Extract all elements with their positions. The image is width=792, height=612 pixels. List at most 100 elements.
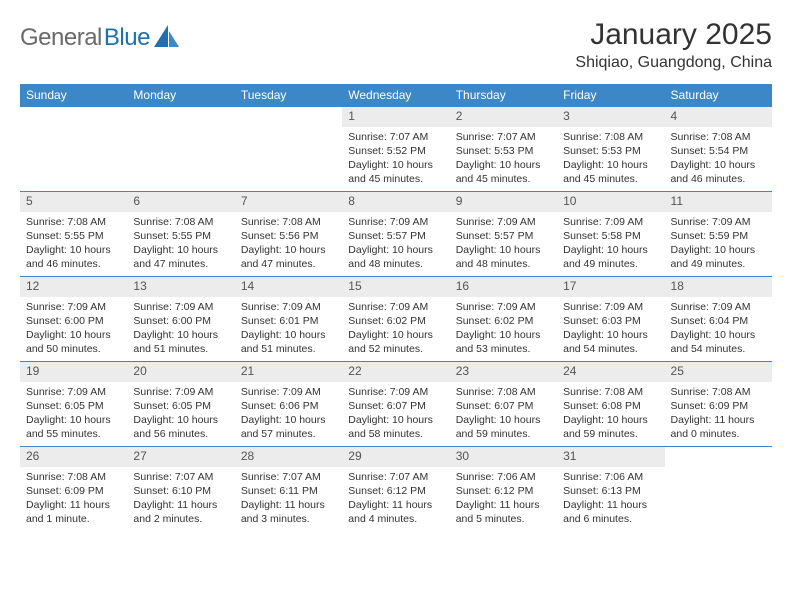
day-number: 1 (342, 107, 449, 127)
day-number: 15 (342, 277, 449, 297)
daylight-line: Daylight: 10 hours and 52 minutes. (348, 328, 443, 356)
logo-text-2: Blue (104, 24, 150, 52)
calendar-week: 1Sunrise: 7:07 AMSunset: 5:52 PMDaylight… (20, 107, 772, 192)
day-body: Sunrise: 7:08 AMSunset: 6:09 PMDaylight:… (20, 467, 127, 531)
day-number: 20 (127, 362, 234, 382)
calendar-day (127, 107, 234, 192)
calendar-day: 28Sunrise: 7:07 AMSunset: 6:11 PMDayligh… (235, 447, 342, 532)
daylight-line: Daylight: 10 hours and 49 minutes. (563, 243, 658, 271)
calendar-day: 1Sunrise: 7:07 AMSunset: 5:52 PMDaylight… (342, 107, 449, 192)
location-text: Shiqiao, Guangdong, China (575, 54, 772, 72)
calendar-day: 30Sunrise: 7:06 AMSunset: 6:12 PMDayligh… (450, 447, 557, 532)
sunrise-line: Sunrise: 7:09 AM (241, 385, 336, 399)
day-body: Sunrise: 7:09 AMSunset: 5:57 PMDaylight:… (450, 212, 557, 276)
daylight-line: Daylight: 10 hours and 47 minutes. (133, 243, 228, 271)
calendar-day: 16Sunrise: 7:09 AMSunset: 6:02 PMDayligh… (450, 277, 557, 362)
daylight-line: Daylight: 11 hours and 2 minutes. (133, 498, 228, 526)
calendar-day: 13Sunrise: 7:09 AMSunset: 6:00 PMDayligh… (127, 277, 234, 362)
day-body: Sunrise: 7:08 AMSunset: 5:56 PMDaylight:… (235, 212, 342, 276)
day-number: 8 (342, 192, 449, 212)
day-body: Sunrise: 7:08 AMSunset: 5:53 PMDaylight:… (557, 127, 664, 191)
sunset-line: Sunset: 5:54 PM (671, 144, 766, 158)
sunset-line: Sunset: 6:12 PM (456, 484, 551, 498)
day-number: 23 (450, 362, 557, 382)
day-number: 30 (450, 447, 557, 467)
daylight-line: Daylight: 10 hours and 48 minutes. (456, 243, 551, 271)
sunset-line: Sunset: 5:59 PM (671, 229, 766, 243)
sunset-line: Sunset: 6:03 PM (563, 314, 658, 328)
daylight-line: Daylight: 10 hours and 46 minutes. (26, 243, 121, 271)
day-header: Friday (557, 84, 664, 107)
sunrise-line: Sunrise: 7:06 AM (456, 470, 551, 484)
sunrise-line: Sunrise: 7:07 AM (456, 130, 551, 144)
day-header: Tuesday (235, 84, 342, 107)
calendar-day: 11Sunrise: 7:09 AMSunset: 5:59 PMDayligh… (665, 192, 772, 277)
daylight-line: Daylight: 10 hours and 58 minutes. (348, 413, 443, 441)
daylight-line: Daylight: 10 hours and 57 minutes. (241, 413, 336, 441)
sunset-line: Sunset: 6:00 PM (133, 314, 228, 328)
day-header: Monday (127, 84, 234, 107)
sunset-line: Sunset: 6:09 PM (26, 484, 121, 498)
calendar-day: 2Sunrise: 7:07 AMSunset: 5:53 PMDaylight… (450, 107, 557, 192)
day-body: Sunrise: 7:09 AMSunset: 5:59 PMDaylight:… (665, 212, 772, 276)
day-number: 13 (127, 277, 234, 297)
sunset-line: Sunset: 6:09 PM (671, 399, 766, 413)
day-number: 28 (235, 447, 342, 467)
day-number: 5 (20, 192, 127, 212)
daylight-line: Daylight: 10 hours and 46 minutes. (671, 158, 766, 186)
day-body: Sunrise: 7:07 AMSunset: 5:52 PMDaylight:… (342, 127, 449, 191)
sunset-line: Sunset: 6:04 PM (671, 314, 766, 328)
sunset-line: Sunset: 6:10 PM (133, 484, 228, 498)
calendar-day (665, 447, 772, 532)
day-body: Sunrise: 7:09 AMSunset: 5:58 PMDaylight:… (557, 212, 664, 276)
calendar-day: 24Sunrise: 7:08 AMSunset: 6:08 PMDayligh… (557, 362, 664, 447)
header: GeneralBlue January 2025 Shiqiao, Guangd… (20, 18, 772, 72)
sunset-line: Sunset: 6:02 PM (348, 314, 443, 328)
daylight-line: Daylight: 10 hours and 45 minutes. (348, 158, 443, 186)
day-body: Sunrise: 7:07 AMSunset: 5:53 PMDaylight:… (450, 127, 557, 191)
sunrise-line: Sunrise: 7:09 AM (671, 215, 766, 229)
sunset-line: Sunset: 6:11 PM (241, 484, 336, 498)
sunrise-line: Sunrise: 7:08 AM (133, 215, 228, 229)
sunrise-line: Sunrise: 7:08 AM (671, 130, 766, 144)
sunrise-line: Sunrise: 7:08 AM (563, 130, 658, 144)
day-number: 18 (665, 277, 772, 297)
sunset-line: Sunset: 5:57 PM (348, 229, 443, 243)
daylight-line: Daylight: 10 hours and 48 minutes. (348, 243, 443, 271)
logo-text-1: General (20, 24, 102, 52)
day-body: Sunrise: 7:08 AMSunset: 6:07 PMDaylight:… (450, 382, 557, 446)
daylight-line: Daylight: 11 hours and 4 minutes. (348, 498, 443, 526)
day-body: Sunrise: 7:09 AMSunset: 6:02 PMDaylight:… (450, 297, 557, 361)
day-body: Sunrise: 7:09 AMSunset: 6:05 PMDaylight:… (20, 382, 127, 446)
day-number: 11 (665, 192, 772, 212)
daylight-line: Daylight: 11 hours and 6 minutes. (563, 498, 658, 526)
sunrise-line: Sunrise: 7:09 AM (563, 215, 658, 229)
daylight-line: Daylight: 10 hours and 54 minutes. (671, 328, 766, 356)
calendar-week: 12Sunrise: 7:09 AMSunset: 6:00 PMDayligh… (20, 277, 772, 362)
day-header: Thursday (450, 84, 557, 107)
day-body: Sunrise: 7:09 AMSunset: 5:57 PMDaylight:… (342, 212, 449, 276)
sail-icon (154, 25, 180, 52)
sunrise-line: Sunrise: 7:06 AM (563, 470, 658, 484)
sunset-line: Sunset: 6:13 PM (563, 484, 658, 498)
sunrise-line: Sunrise: 7:09 AM (671, 300, 766, 314)
day-body: Sunrise: 7:09 AMSunset: 6:00 PMDaylight:… (20, 297, 127, 361)
sunset-line: Sunset: 5:55 PM (133, 229, 228, 243)
day-body: Sunrise: 7:09 AMSunset: 6:00 PMDaylight:… (127, 297, 234, 361)
calendar-day: 8Sunrise: 7:09 AMSunset: 5:57 PMDaylight… (342, 192, 449, 277)
calendar-day: 25Sunrise: 7:08 AMSunset: 6:09 PMDayligh… (665, 362, 772, 447)
day-body: Sunrise: 7:08 AMSunset: 5:54 PMDaylight:… (665, 127, 772, 191)
title-block: January 2025 Shiqiao, Guangdong, China (575, 18, 772, 72)
day-number: 3 (557, 107, 664, 127)
sunset-line: Sunset: 6:05 PM (26, 399, 121, 413)
day-number: 29 (342, 447, 449, 467)
sunset-line: Sunset: 6:08 PM (563, 399, 658, 413)
sunrise-line: Sunrise: 7:08 AM (563, 385, 658, 399)
daylight-line: Daylight: 10 hours and 53 minutes. (456, 328, 551, 356)
day-header: Saturday (665, 84, 772, 107)
day-number: 9 (450, 192, 557, 212)
calendar-week: 26Sunrise: 7:08 AMSunset: 6:09 PMDayligh… (20, 447, 772, 532)
daylight-line: Daylight: 11 hours and 0 minutes. (671, 413, 766, 441)
day-header: Wednesday (342, 84, 449, 107)
calendar-day: 17Sunrise: 7:09 AMSunset: 6:03 PMDayligh… (557, 277, 664, 362)
